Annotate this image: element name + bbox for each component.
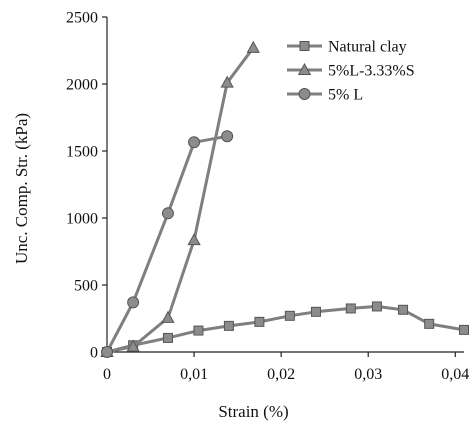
square-marker (223, 320, 234, 331)
x-ticks: 0 0,01 0,02 0,03 0,04 (103, 352, 469, 383)
y-tick-label: 500 (74, 278, 98, 295)
triangle-marker (297, 62, 312, 75)
y-tick-label: 2000 (66, 77, 98, 94)
x-tick-label: 0,02 (267, 366, 295, 383)
square-marker (299, 41, 310, 51)
square-marker (459, 324, 469, 335)
circle-marker (188, 136, 201, 149)
legend-item-natural-clay: Natural clay (287, 39, 407, 56)
legend-label: 5% L (328, 87, 363, 104)
series-square (102, 301, 469, 357)
legend-label: Natural clay (328, 39, 407, 56)
x-axis-title: Strain (%) (218, 402, 288, 421)
triangle-marker (246, 40, 260, 53)
square-marker (398, 304, 409, 315)
x-tick-label: 0 (103, 366, 111, 383)
series-layer (100, 40, 469, 358)
legend-item-5l: 5% L (287, 87, 363, 104)
x-tick-label: 0,04 (441, 366, 469, 383)
circle-marker (298, 88, 311, 100)
square-marker (345, 303, 356, 314)
legend-circle-marker (298, 88, 311, 100)
y-tick-label: 1500 (66, 144, 98, 161)
y-axis-title: Unc. Comp. Str. (kPa) (12, 113, 31, 264)
series-line (106, 46, 255, 354)
legend: Natural clay 5%L-3.33%S 5% L (287, 39, 415, 104)
y-ticks: 0 500 1000 1500 2000 2500 (66, 10, 107, 362)
square-marker (193, 325, 204, 336)
square-marker (162, 332, 173, 343)
square-marker (284, 310, 295, 321)
square-marker (371, 301, 382, 312)
square-marker (310, 306, 321, 317)
circle-marker (101, 346, 113, 358)
y-tick-label: 2500 (66, 10, 98, 27)
triangle-marker (220, 75, 234, 88)
triangle-marker (187, 233, 201, 246)
triangle-marker (161, 310, 175, 323)
series-circle (101, 130, 234, 358)
x-tick-label: 0,01 (180, 366, 208, 383)
square-marker (254, 316, 265, 327)
series-triangle (100, 40, 260, 357)
square-marker (424, 318, 435, 329)
circle-marker (221, 130, 234, 143)
x-tick-label: 0,03 (354, 366, 382, 383)
axes: 0 500 1000 1500 2000 2500 0 0,01 0,02 0,03 0,04 (66, 10, 469, 384)
legend-label: 5%L-3.33%S (328, 63, 415, 80)
triangle-marker (126, 339, 140, 352)
circle-marker (127, 296, 140, 309)
legend-square-marker (299, 41, 310, 51)
y-tick-label: 1000 (66, 211, 98, 228)
legend-item-5l-333s: 5%L-3.33%S (287, 63, 415, 80)
legend-triangle-marker (297, 62, 312, 75)
y-tick-label: 0 (90, 345, 98, 362)
circle-marker (161, 207, 174, 220)
